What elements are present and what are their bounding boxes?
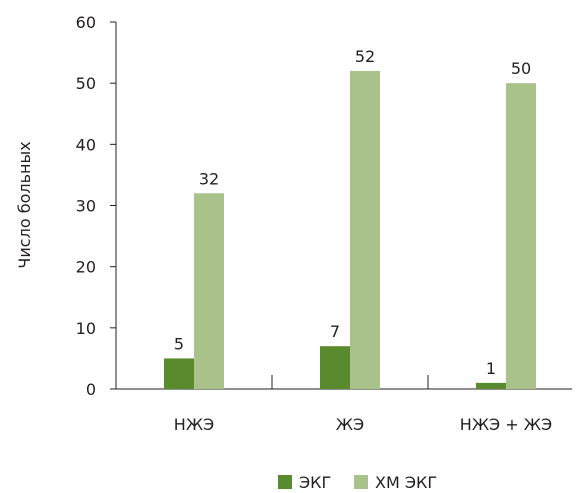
data-label: 7 bbox=[330, 322, 340, 341]
y-axis-label: Число больных bbox=[15, 141, 34, 268]
plot-area: 0 10 20 30 40 50 60 5 32 НЖЭ 7 52 ЖЭ 1 50 НЖЭ + ЖЭ bbox=[76, 13, 572, 434]
legend-swatch bbox=[354, 475, 368, 489]
data-label: 32 bbox=[199, 169, 219, 188]
bar-hm-ekg bbox=[506, 83, 536, 390]
bar-ekg bbox=[164, 358, 194, 389]
x-category-label: НЖЭ + ЖЭ bbox=[460, 415, 552, 434]
y-tick-label: 10 bbox=[76, 319, 96, 338]
bar-hm-ekg bbox=[194, 193, 224, 389]
bar-ekg bbox=[476, 382, 506, 389]
legend-label: ХМ ЭКГ bbox=[375, 473, 437, 492]
y-tick-label: 0 bbox=[86, 380, 96, 399]
y-tick-label: 40 bbox=[76, 135, 96, 154]
legend: ЭКГ ХМ ЭКГ bbox=[278, 473, 437, 492]
y-tick-label: 30 bbox=[76, 197, 96, 216]
y-tick-label: 50 bbox=[76, 74, 96, 93]
x-category-label: ЖЭ bbox=[336, 415, 364, 434]
y-tick-label: 60 bbox=[76, 13, 96, 32]
bar-ekg bbox=[320, 346, 350, 389]
data-label: 50 bbox=[511, 59, 531, 78]
legend-label: ЭКГ bbox=[299, 473, 331, 492]
y-tick-label: 20 bbox=[76, 258, 96, 277]
x-category-label: НЖЭ bbox=[174, 415, 214, 434]
data-label: 1 bbox=[486, 359, 496, 378]
data-label: 5 bbox=[174, 334, 184, 353]
data-label: 52 bbox=[355, 47, 375, 66]
bar-hm-ekg bbox=[350, 70, 380, 389]
legend-swatch bbox=[278, 475, 292, 489]
